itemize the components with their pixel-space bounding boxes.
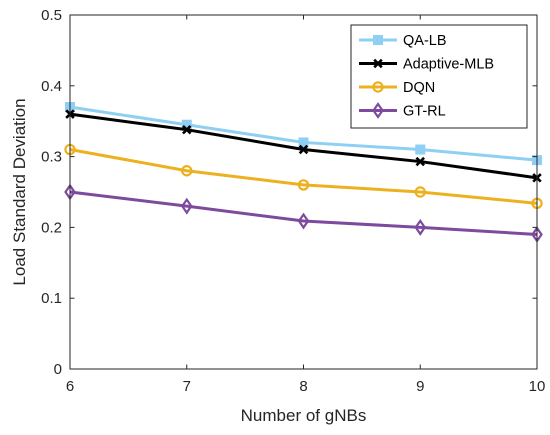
data-point: [181, 165, 193, 177]
y-tick-label: 0.2: [41, 219, 62, 236]
legend-item: QA-LB: [359, 33, 447, 49]
y-tick-label: 0.5: [41, 7, 62, 24]
data-point: [414, 218, 427, 236]
series-line: [69, 148, 538, 205]
legend-label: QA-LB: [403, 33, 447, 49]
legend-item: GT-RL: [359, 102, 446, 120]
axes: 6 7 8 9 10 0 0.1 0.2 0.3 0.4 0.5: [41, 7, 545, 395]
legend-marker: [372, 102, 384, 119]
legend: QA-LB Adaptive-MLB DQN GT-RL: [350, 24, 528, 129]
y-axis-label: Load Standard Deviation: [10, 98, 29, 285]
x-tick-label: 9: [416, 378, 424, 395]
data-point: [414, 186, 426, 198]
x-tick-label: 6: [66, 378, 74, 395]
y-tick-label: 0.4: [41, 78, 62, 95]
y-tick-label: 0.3: [41, 149, 62, 166]
legend-marker: [372, 81, 384, 93]
legend-label: DQN: [403, 80, 435, 96]
data-point: [415, 144, 426, 155]
legend-label: GT-RL: [403, 104, 446, 120]
x-tick-label: 7: [183, 378, 191, 395]
legend-label: Adaptive-MLB: [403, 57, 494, 73]
data-point: [415, 156, 425, 167]
x-axis-label: Number of gNBs: [241, 406, 367, 425]
y-tick-label: 0.1: [41, 290, 62, 307]
data-point: [297, 212, 310, 230]
legend-marker: [373, 35, 383, 45]
data-point: [180, 197, 193, 215]
data-point: [297, 179, 310, 191]
legend-item: DQN: [359, 80, 435, 96]
data-point: [298, 144, 309, 155]
data-point: [298, 137, 309, 148]
x-tick-label: 8: [299, 378, 307, 395]
y-tick-label: 0: [54, 361, 62, 378]
series-line: [69, 190, 538, 236]
x-tick-label: 10: [529, 378, 546, 395]
data-point: [182, 124, 192, 135]
legend-marker: [373, 58, 383, 69]
legend-item: Adaptive-MLB: [359, 57, 494, 73]
